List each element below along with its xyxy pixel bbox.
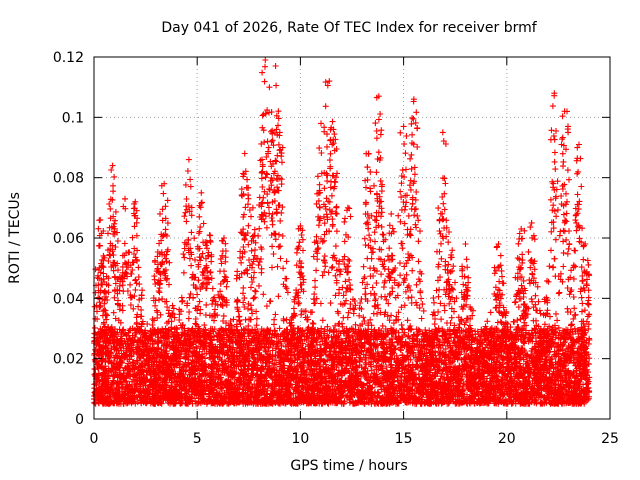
x-tick-label: 10 (291, 431, 309, 447)
x-tick-label: 0 (90, 431, 99, 447)
y-tick-label: 0.06 (53, 231, 84, 247)
x-tick-label: 20 (498, 431, 516, 447)
chart-title: Day 041 of 2026, Rate Of TEC Index for r… (161, 20, 537, 36)
y-tick-label: 0.04 (53, 291, 84, 307)
y-tick-label: 0.12 (53, 50, 84, 66)
y-axis-label: ROTI / TECUs (7, 192, 23, 284)
y-tick-label: 0.08 (53, 171, 84, 187)
data-points (91, 57, 593, 407)
roti-points (91, 57, 593, 407)
x-axis-label: GPS time / hours (290, 458, 407, 474)
x-tick-label: 5 (193, 431, 202, 447)
y-tick-label: 0.02 (53, 352, 84, 368)
x-tick-label: 15 (395, 431, 413, 447)
axes: 0 5 10 15 20 25 0 0.02 0.04 0.06 0.08 0.1 0.12 (53, 50, 619, 447)
y-tick-label: 0.1 (62, 110, 84, 126)
y-tick-label: 0 (75, 412, 84, 428)
x-tick-label: 25 (601, 431, 619, 447)
